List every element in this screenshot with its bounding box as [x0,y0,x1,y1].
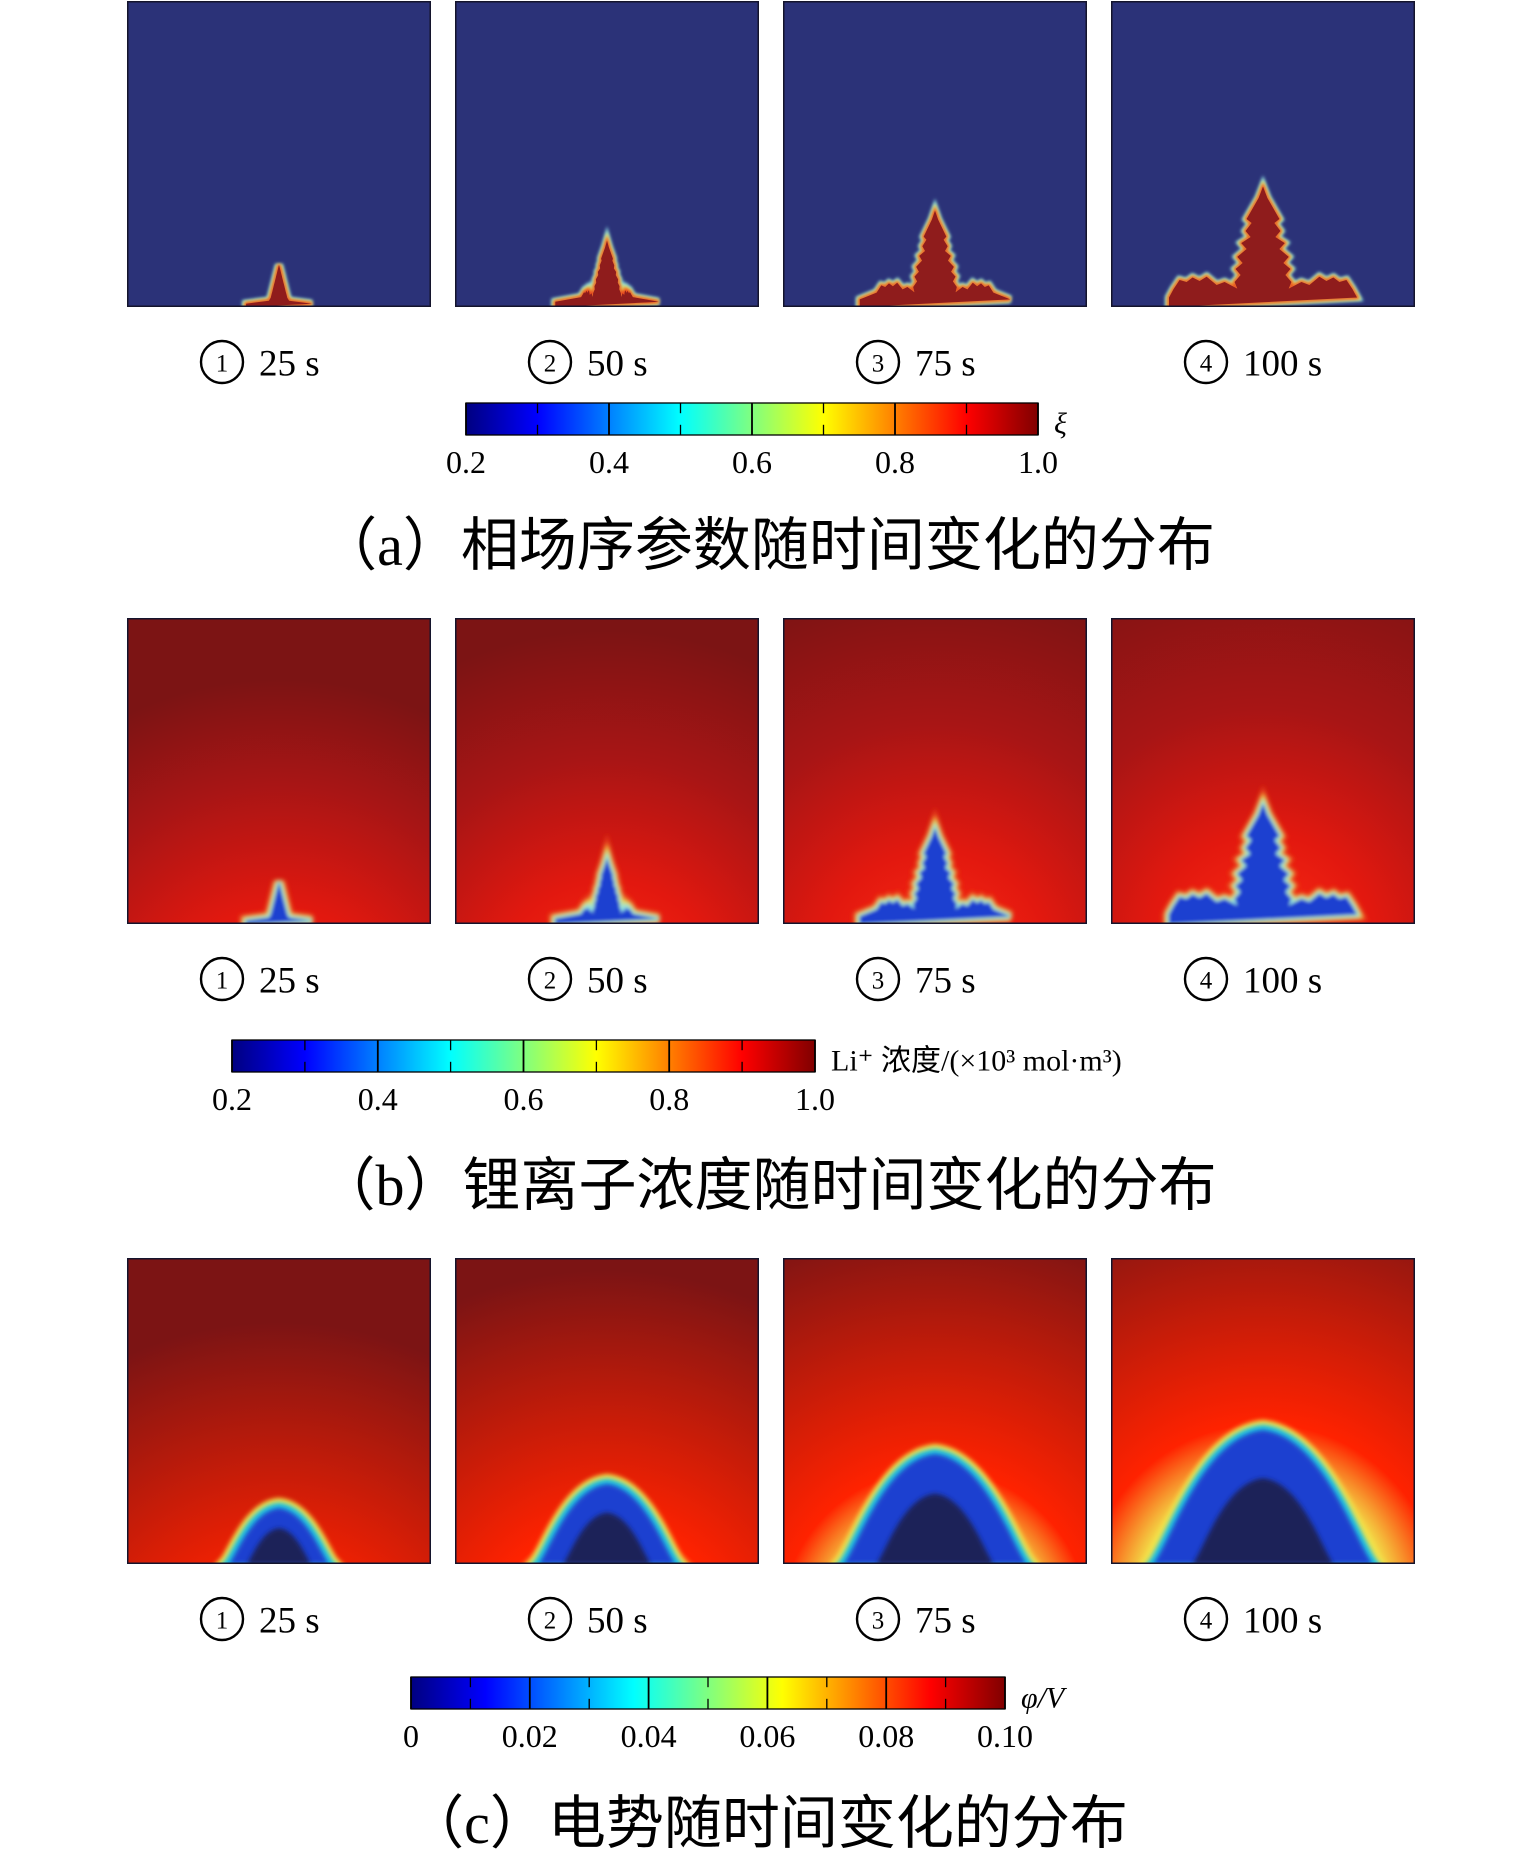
svg-text:3: 3 [872,1608,885,1635]
svg-text:3: 3 [872,968,885,995]
svg-text:0.08: 0.08 [858,1718,914,1754]
svg-text:ξ: ξ [1054,407,1067,440]
svg-text:1: 1 [216,1608,229,1635]
svg-text:4: 4 [1200,1608,1213,1635]
svg-text:（b）锂离子浓度随时间变化的分布: （b）锂离子浓度随时间变化的分布 [317,1153,1216,1218]
svg-text:25 s: 25 s [259,344,320,385]
svg-text:1: 1 [216,351,229,378]
svg-text:0.4: 0.4 [589,444,629,480]
svg-text:Li⁺ 浓度/(×10³ mol·m³): Li⁺ 浓度/(×10³ mol·m³) [831,1044,1122,1077]
svg-text:0.10: 0.10 [977,1718,1033,1754]
svg-text:100 s: 100 s [1243,961,1322,1002]
svg-text:0.2: 0.2 [212,1081,252,1117]
svg-text:4: 4 [1200,968,1213,995]
svg-text:100 s: 100 s [1243,344,1322,385]
svg-text:3: 3 [872,351,885,378]
svg-text:0.8: 0.8 [649,1081,689,1117]
svg-text:1: 1 [216,968,229,995]
svg-text:0: 0 [403,1718,419,1754]
svg-text:100 s: 100 s [1243,1601,1322,1642]
svg-text:0.06: 0.06 [739,1718,795,1754]
svg-text:（c）电势随时间变化的分布: （c）电势随时间变化的分布 [406,1791,1128,1856]
svg-text:0.2: 0.2 [446,444,486,480]
svg-text:4: 4 [1200,351,1213,378]
svg-text:75 s: 75 s [915,961,976,1002]
svg-text:0.04: 0.04 [621,1718,677,1754]
svg-text:1.0: 1.0 [1018,444,1058,480]
svg-text:50 s: 50 s [587,961,648,1002]
svg-text:50 s: 50 s [587,1601,648,1642]
svg-text:0.8: 0.8 [875,444,915,480]
svg-text:0.6: 0.6 [732,444,772,480]
svg-text:2: 2 [544,351,557,378]
svg-text:25 s: 25 s [259,961,320,1002]
svg-text:0.4: 0.4 [358,1081,398,1117]
svg-text:75 s: 75 s [915,1601,976,1642]
svg-text:2: 2 [544,1608,557,1635]
svg-text:1.0: 1.0 [795,1081,835,1117]
svg-text:75 s: 75 s [915,344,976,385]
svg-text:0.02: 0.02 [502,1718,558,1754]
svg-text:（a）相场序参数随时间变化的分布: （a）相场序参数随时间变化的分布 [319,513,1215,578]
svg-text:50 s: 50 s [587,344,648,385]
svg-text:2: 2 [544,968,557,995]
svg-text:φ/V: φ/V [1021,1681,1068,1714]
svg-text:0.6: 0.6 [504,1081,544,1117]
svg-text:25 s: 25 s [259,1601,320,1642]
